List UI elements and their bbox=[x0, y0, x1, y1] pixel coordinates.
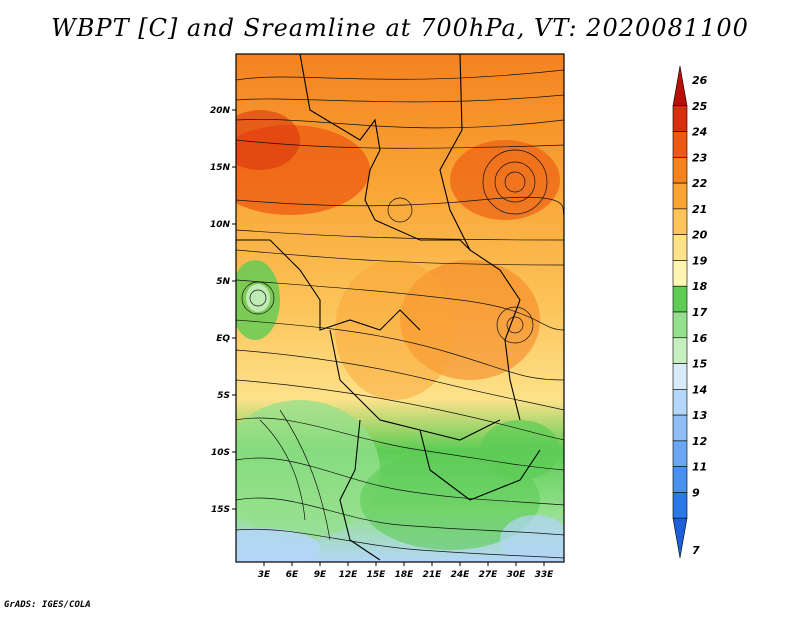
colorbar-label: 22 bbox=[692, 177, 708, 190]
colorbar-label: 19 bbox=[692, 254, 708, 267]
lat-label: 20N bbox=[210, 106, 231, 116]
colorbar-label: 16 bbox=[692, 332, 708, 345]
colorbar-label: 15 bbox=[692, 358, 708, 371]
lon-label: 30E bbox=[507, 570, 527, 580]
colorbar-label: 23 bbox=[692, 151, 708, 164]
colorbar-label: 9 bbox=[692, 486, 700, 499]
colorbar-bin bbox=[672, 363, 688, 390]
lon-label: 6E bbox=[286, 570, 299, 580]
colorbar-label: 24 bbox=[692, 126, 707, 139]
colorbar-bin bbox=[672, 414, 688, 442]
colorbar-bin bbox=[672, 440, 688, 467]
colorbar-bin bbox=[672, 131, 688, 158]
colorbar-label: 18 bbox=[692, 280, 708, 293]
grads-credit: GrADS: IGES/COLA bbox=[4, 600, 91, 610]
colorbar-label: 26 bbox=[692, 74, 708, 87]
colorbar-bin bbox=[672, 65, 688, 107]
colorbar-label: 11 bbox=[692, 461, 707, 474]
colorbar-bin bbox=[672, 389, 688, 416]
lon-label: 15E bbox=[367, 570, 387, 580]
lon-label: 24E bbox=[451, 570, 471, 580]
lat-label: 15N bbox=[210, 163, 231, 173]
colorbar-bin bbox=[672, 182, 688, 210]
wbpt-field bbox=[236, 54, 564, 562]
colorbar-label: 17 bbox=[692, 306, 708, 319]
colorbar-bin bbox=[672, 234, 688, 261]
map-title: WBPT [C] and Sreamline at 700hPa, VT: 20… bbox=[51, 14, 749, 42]
colorbar-label: 25 bbox=[692, 100, 708, 113]
lon-label: 9E bbox=[314, 570, 327, 580]
lon-label: 3E bbox=[258, 570, 271, 580]
colorbar-bin bbox=[672, 492, 688, 519]
colorbar-label: 14 bbox=[692, 383, 707, 396]
colorbar-label: 12 bbox=[692, 435, 708, 448]
colorbar-bin bbox=[672, 285, 688, 313]
lon-label: 21E bbox=[423, 570, 443, 580]
lat-label: 15S bbox=[211, 505, 230, 515]
colorbar-label: 21 bbox=[692, 203, 707, 216]
lon-label: 12E bbox=[339, 570, 359, 580]
colorbar-bin bbox=[672, 311, 688, 339]
lat-label: 5N bbox=[216, 277, 230, 287]
colorbar-bin bbox=[672, 337, 688, 364]
lat-label: 10S bbox=[211, 448, 230, 458]
colorbar-bin bbox=[672, 105, 688, 132]
colorbar-bin bbox=[672, 157, 688, 184]
colorbar-label: 20 bbox=[692, 229, 708, 242]
colorbar-bin bbox=[672, 466, 688, 493]
colorbar-label: 13 bbox=[692, 409, 708, 422]
colorbar-bin bbox=[672, 517, 688, 559]
lon-label: 33E bbox=[535, 570, 555, 580]
lat-label: 5S bbox=[217, 391, 230, 401]
colorbar-label: 7 bbox=[692, 544, 700, 557]
lat-axis: 20N 15N 10N 5N EQ 5S 10S 15S bbox=[210, 106, 236, 515]
lon-label: 27E bbox=[479, 570, 499, 580]
colorbar: 26 25 24 23 22 21 20 19 18 17 16 15 14 13 12 11 9 7 bbox=[672, 65, 708, 559]
lon-label: 18E bbox=[395, 570, 415, 580]
colorbar-bin bbox=[672, 208, 688, 235]
lon-axis: 3E 6E 9E 12E 15E 18E 21E 24E 27E 30E 33E bbox=[258, 562, 554, 580]
colorbar-bin bbox=[672, 260, 688, 287]
lat-label: 10N bbox=[210, 220, 231, 230]
lat-label: EQ bbox=[216, 334, 230, 344]
